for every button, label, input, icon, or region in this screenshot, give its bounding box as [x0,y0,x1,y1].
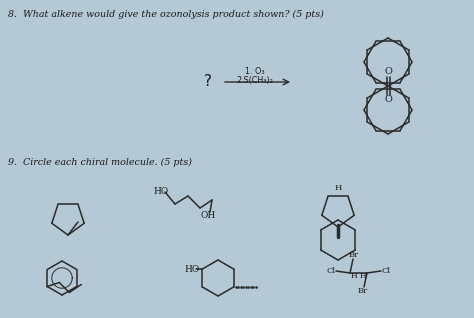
Text: Br: Br [358,287,368,295]
Text: 1. O₃: 1. O₃ [245,67,265,77]
Text: Cl: Cl [382,267,391,275]
Text: HO: HO [153,188,168,197]
Text: 9.  Circle each chiral molecule. (5 pts): 9. Circle each chiral molecule. (5 pts) [8,158,192,167]
Text: O: O [384,67,392,77]
Text: 2.S(CH₃)₂: 2.S(CH₃)₂ [237,75,273,85]
Text: O: O [384,95,392,105]
Text: H: H [351,272,357,280]
Text: HO: HO [184,265,200,273]
Text: H: H [360,272,366,280]
Text: 8.  What alkene would give the ozonolysis product shown? (5 pts): 8. What alkene would give the ozonolysis… [8,10,324,19]
Text: Br: Br [349,251,359,259]
Text: Cl: Cl [327,267,336,275]
Text: OH: OH [201,211,216,220]
Text: ?: ? [204,74,212,89]
Text: H: H [334,184,342,192]
